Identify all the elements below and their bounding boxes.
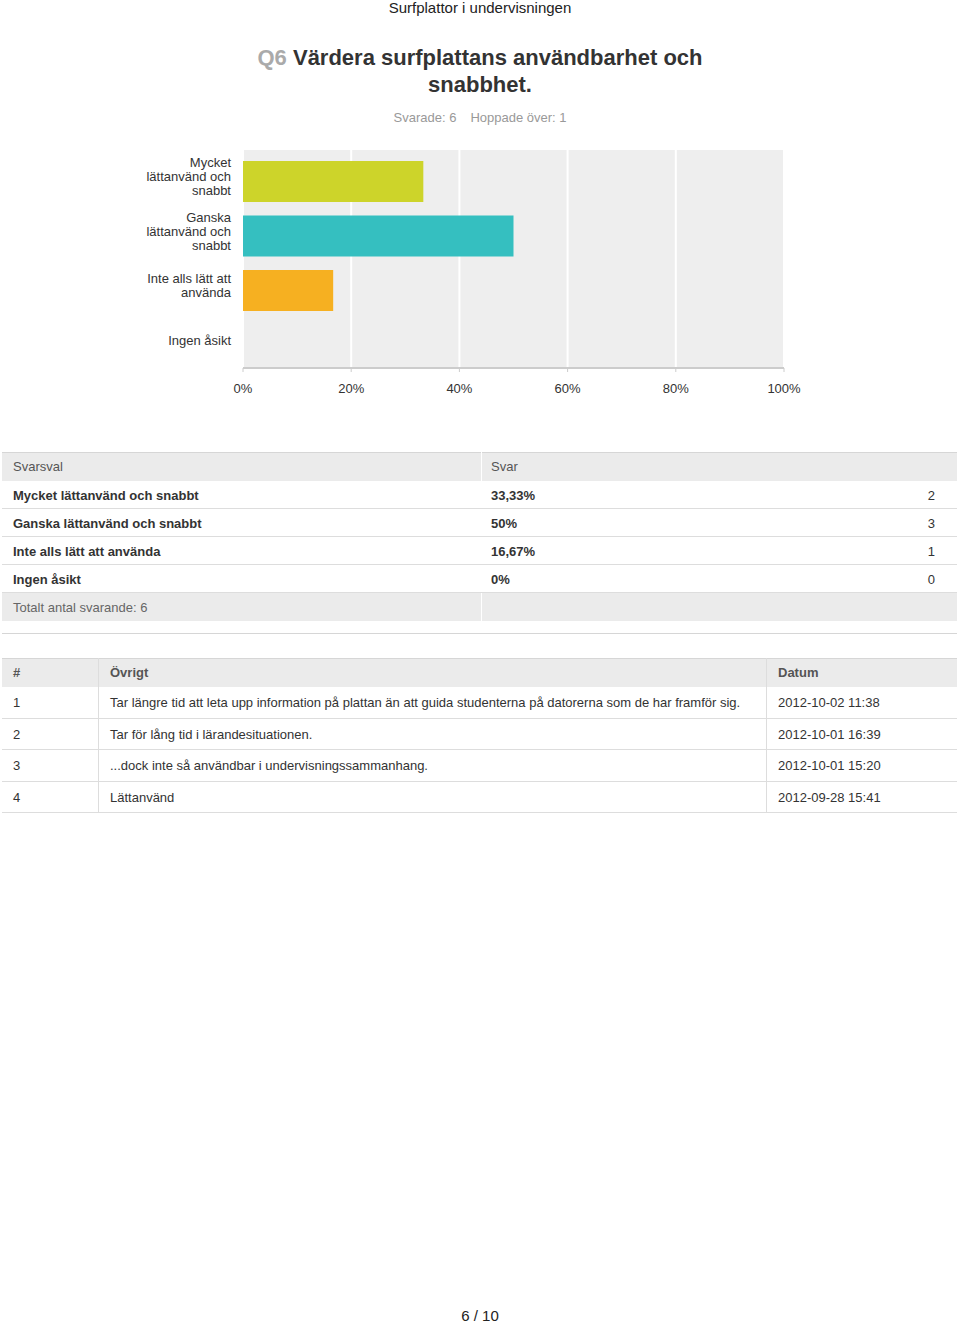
answer-count: 1 [835,537,935,565]
answer-percent: 50% [491,509,517,537]
comment-number: 2 [13,719,20,751]
category-label: Mycket lättanvänd och snabbt [141,147,231,207]
answer-choice: Mycket lättanvänd och snabbt [13,481,199,509]
row-border [2,749,957,750]
comment-date: 2012-09-28 15:41 [778,782,881,814]
skipped-count: Hoppade över: 1 [470,110,566,125]
comments-header-cell: # [13,658,20,687]
category-text: Mycket lättanvänd och snabbt [141,156,231,198]
bar [243,216,514,257]
row-border [2,718,957,719]
comment-date: 2012-10-01 15:20 [778,750,881,782]
summary-total: Totalt antal svarande: 6 [13,593,147,621]
response-stats: Svarade: 6 Hoppade över: 1 [0,110,960,125]
column-divider [481,452,482,481]
comment-number: 4 [13,782,20,814]
row-border [2,536,957,537]
row-border [2,781,957,782]
bar [243,270,333,311]
page-number: 6 / 10 [0,1307,960,1323]
category-text: Ingen åsikt [168,334,231,348]
answer-count: 2 [835,481,935,509]
grid-line [783,150,785,368]
table-separator [2,633,957,634]
answer-count: 3 [835,509,935,537]
comment-date: 2012-10-02 11:38 [778,687,880,719]
question-number: Q6 [257,45,286,70]
comment-text: Tar för lång tid i lärandesituationen. [110,719,312,751]
answered-count: Svarade: 6 [394,110,457,125]
answer-count: 0 [835,565,935,593]
category-label: Ganska lättanvänd och snabbt [141,202,231,262]
bars [243,161,514,311]
answer-choice: Ganska lättanvänd och snabbt [13,509,202,537]
grid-line [567,150,569,368]
bar [243,161,423,202]
row-border [2,564,957,565]
category-label: Ingen åsikt [141,311,231,371]
comment-date: 2012-10-01 16:39 [778,719,881,751]
column-divider [481,593,482,621]
summary-header-bg [2,452,957,481]
tick-label: 60% [555,381,581,396]
summary-header-cell: Svar [491,452,518,481]
report-title: Surfplattor i undervisningen [0,0,960,16]
column-divider [98,658,99,813]
summary-header-cell: Svarsval [13,452,63,481]
answer-percent: 16,67% [491,537,535,565]
tick-label: 0% [234,381,253,396]
grid-line [675,150,677,368]
answer-choice: Inte alls lätt att använda [13,537,160,565]
answer-choice: Ingen åsikt [13,565,81,593]
row-border [2,812,957,813]
bar [243,325,244,366]
category-label: Inte alls lätt att använda [141,256,231,316]
answer-percent: 0% [491,565,510,593]
row-border [2,508,957,509]
comment-number: 3 [13,750,20,782]
comments-header-cell: Övrigt [110,658,148,687]
comments-header-cell: Datum [778,658,818,687]
category-text: Ganska lättanvänd och snabbt [141,211,231,253]
comment-number: 1 [13,687,20,719]
tick-label: 100% [767,381,801,396]
chart: 0% 20% 40% 60% 80% 100% [0,0,960,420]
comment-text: Lättanvänd [110,782,174,814]
column-divider [766,658,767,813]
category-text: Inte alls lätt att använda [141,272,231,300]
plot-background [243,150,784,368]
tick-label: 80% [663,381,689,396]
question-text: Värdera surfplattans användbarhet och sn… [293,45,703,97]
question-title: Q6 Värdera surfplattans användbarhet och… [225,44,735,98]
comment-text: ...dock inte så användbar i undervisning… [110,750,428,782]
answer-percent: 33,33% [491,481,535,509]
x-axis-line [243,367,784,369]
tick-label: 20% [338,381,364,396]
comment-text: Tar längre tid att leta upp information … [110,687,740,719]
tick-label: 40% [446,381,472,396]
grid-line [458,150,460,368]
